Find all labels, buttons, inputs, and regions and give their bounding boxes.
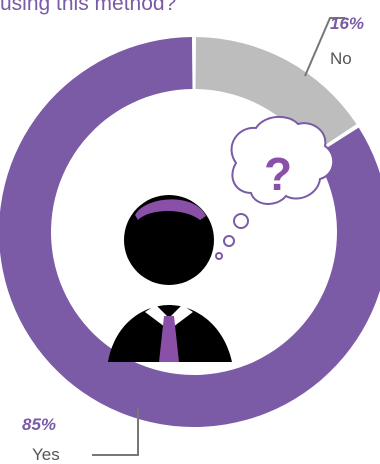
person-hair: [135, 199, 206, 220]
donut-slice-no: [195, 37, 357, 153]
yes-leader-line: [92, 408, 139, 456]
no-leader-line: [304, 17, 345, 77]
thought-bubble-icon: [215, 116, 335, 260]
no-percent-label: 16%: [330, 14, 364, 33]
no-label: No: [330, 49, 352, 68]
person-collar: [145, 305, 193, 330]
chart-title: using this method?: [0, 0, 177, 15]
person-head: [124, 195, 214, 285]
donut-slices: [0, 37, 380, 427]
yes-label: Yes: [32, 445, 60, 464]
yes-percent-label: 85%: [22, 415, 56, 434]
person-tie: [159, 316, 179, 362]
question-mark-icon: ?: [264, 148, 292, 200]
person-icon: [108, 195, 232, 362]
